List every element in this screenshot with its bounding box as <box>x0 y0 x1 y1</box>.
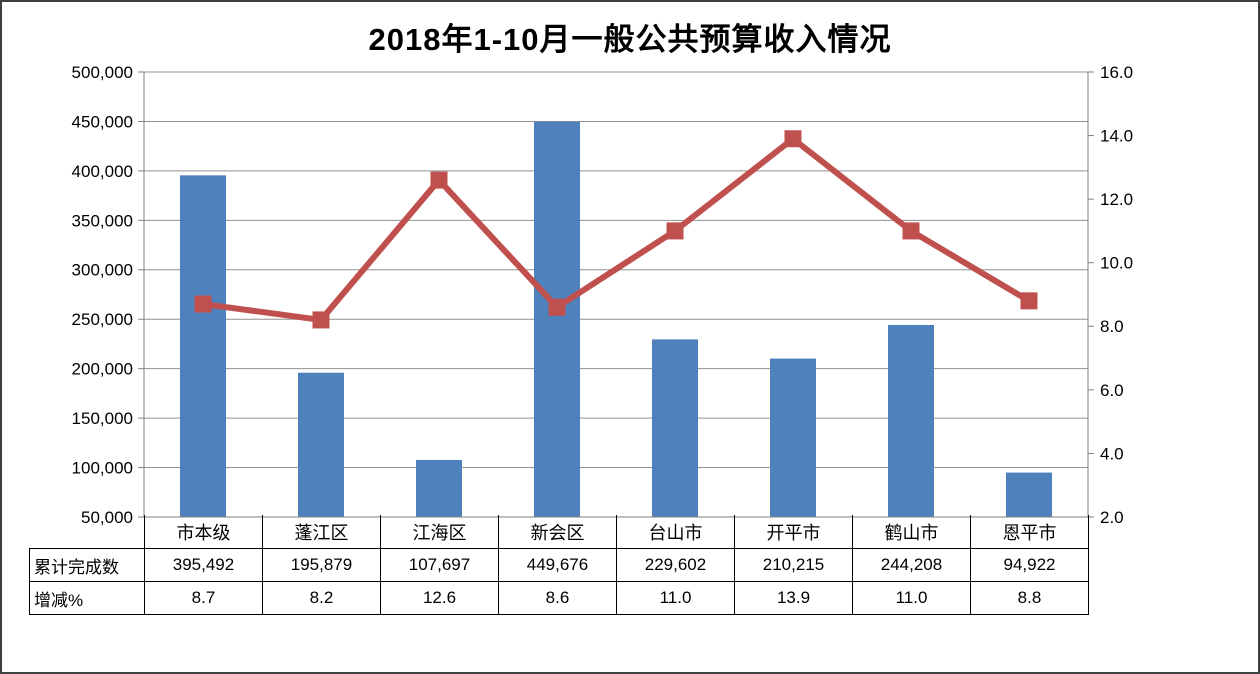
left-axis-tick-label: 400,000 <box>72 162 133 181</box>
table-row: 增减% 8.7 8.2 12.6 8.6 11.0 13.9 11.0 8.8 <box>29 581 1089 615</box>
line-marker <box>312 311 330 329</box>
category-label: 鹤山市 <box>852 515 971 549</box>
table-row: 累计完成数 395,492 195,879 107,697 449,676 229,602… <box>29 548 1089 582</box>
right-axis-tick-label: 16.0 <box>1100 63 1133 82</box>
category-label: 蓬江区 <box>262 515 381 549</box>
left-axis-tick-label: 300,000 <box>72 261 133 280</box>
line-marker <box>784 130 802 148</box>
category-label: 江海区 <box>380 515 499 549</box>
category-label: 市本级 <box>144 515 263 549</box>
right-axis-tick-label: 8.0 <box>1100 317 1124 336</box>
left-axis-tick-label: 350,000 <box>72 211 133 230</box>
right-axis-tick-label: 12.0 <box>1100 190 1133 209</box>
value-cell: 8.8 <box>970 581 1089 615</box>
left-axis-tick-label: 150,000 <box>72 409 133 428</box>
bar <box>180 175 226 517</box>
category-label: 台山市 <box>616 515 735 549</box>
series-row-header: 累计完成数 <box>29 548 145 582</box>
bar <box>1006 472 1052 517</box>
line-marker <box>902 222 920 240</box>
line-marker <box>548 298 566 316</box>
trend-line <box>202 134 1031 324</box>
value-cell: 13.9 <box>734 581 853 615</box>
category-label: 开平市 <box>734 515 853 549</box>
value-cell: 12.6 <box>380 581 499 615</box>
data-table: 市本级 蓬江区 江海区 新会区 台山市 开平市 鹤山市 恩平市 累计完成数 395,492 195,… <box>29 515 1089 615</box>
series-row-header: 增减% <box>29 581 145 615</box>
right-axis-tick-label: 6.0 <box>1100 381 1124 400</box>
category-row: 市本级 蓬江区 江海区 新会区 台山市 开平市 鹤山市 恩平市 <box>30 515 1089 549</box>
right-axis-tick-label: 4.0 <box>1100 444 1124 463</box>
left-axis-tick-label: 250,000 <box>72 310 133 329</box>
bar <box>298 372 344 517</box>
category-label: 新会区 <box>498 515 617 549</box>
value-cell: 94,922 <box>970 548 1089 582</box>
value-cell: 11.0 <box>616 581 735 615</box>
bar <box>652 339 698 517</box>
bar <box>888 324 934 517</box>
value-cell: 8.7 <box>144 581 263 615</box>
table-corner-cell <box>30 515 145 549</box>
left-axis-tick-label: 50,000 <box>81 508 133 527</box>
left-axis-tick-label: 200,000 <box>72 360 133 379</box>
category-label: 恩平市 <box>970 515 1089 549</box>
chart-title: 2018年1-10月一般公共预算收入情况 <box>368 22 892 57</box>
value-cell: 8.6 <box>498 581 617 615</box>
bar <box>770 358 816 517</box>
value-cell: 210,215 <box>734 548 853 582</box>
value-cell: 195,879 <box>262 548 381 582</box>
value-cell: 449,676 <box>498 548 617 582</box>
right-axis-tick-label: 14.0 <box>1100 127 1133 146</box>
line-marker <box>430 171 448 189</box>
left-axis-tick-label: 450,000 <box>72 112 133 131</box>
value-cell: 8.2 <box>262 581 381 615</box>
line-marker <box>666 222 684 240</box>
bar <box>534 121 580 517</box>
value-cell: 244,208 <box>852 548 971 582</box>
value-cell: 229,602 <box>616 548 735 582</box>
line-marker <box>194 295 212 313</box>
left-axis-tick-label: 100,000 <box>72 459 133 478</box>
bar <box>416 459 462 517</box>
right-axis-tick-label: 10.0 <box>1100 254 1133 273</box>
value-cell: 395,492 <box>144 548 263 582</box>
value-cell: 107,697 <box>380 548 499 582</box>
left-axis-tick-label: 500,000 <box>72 63 133 82</box>
right-axis-tick-label: 2.0 <box>1100 508 1124 527</box>
line-marker <box>1020 292 1038 310</box>
value-cell: 11.0 <box>852 581 971 615</box>
